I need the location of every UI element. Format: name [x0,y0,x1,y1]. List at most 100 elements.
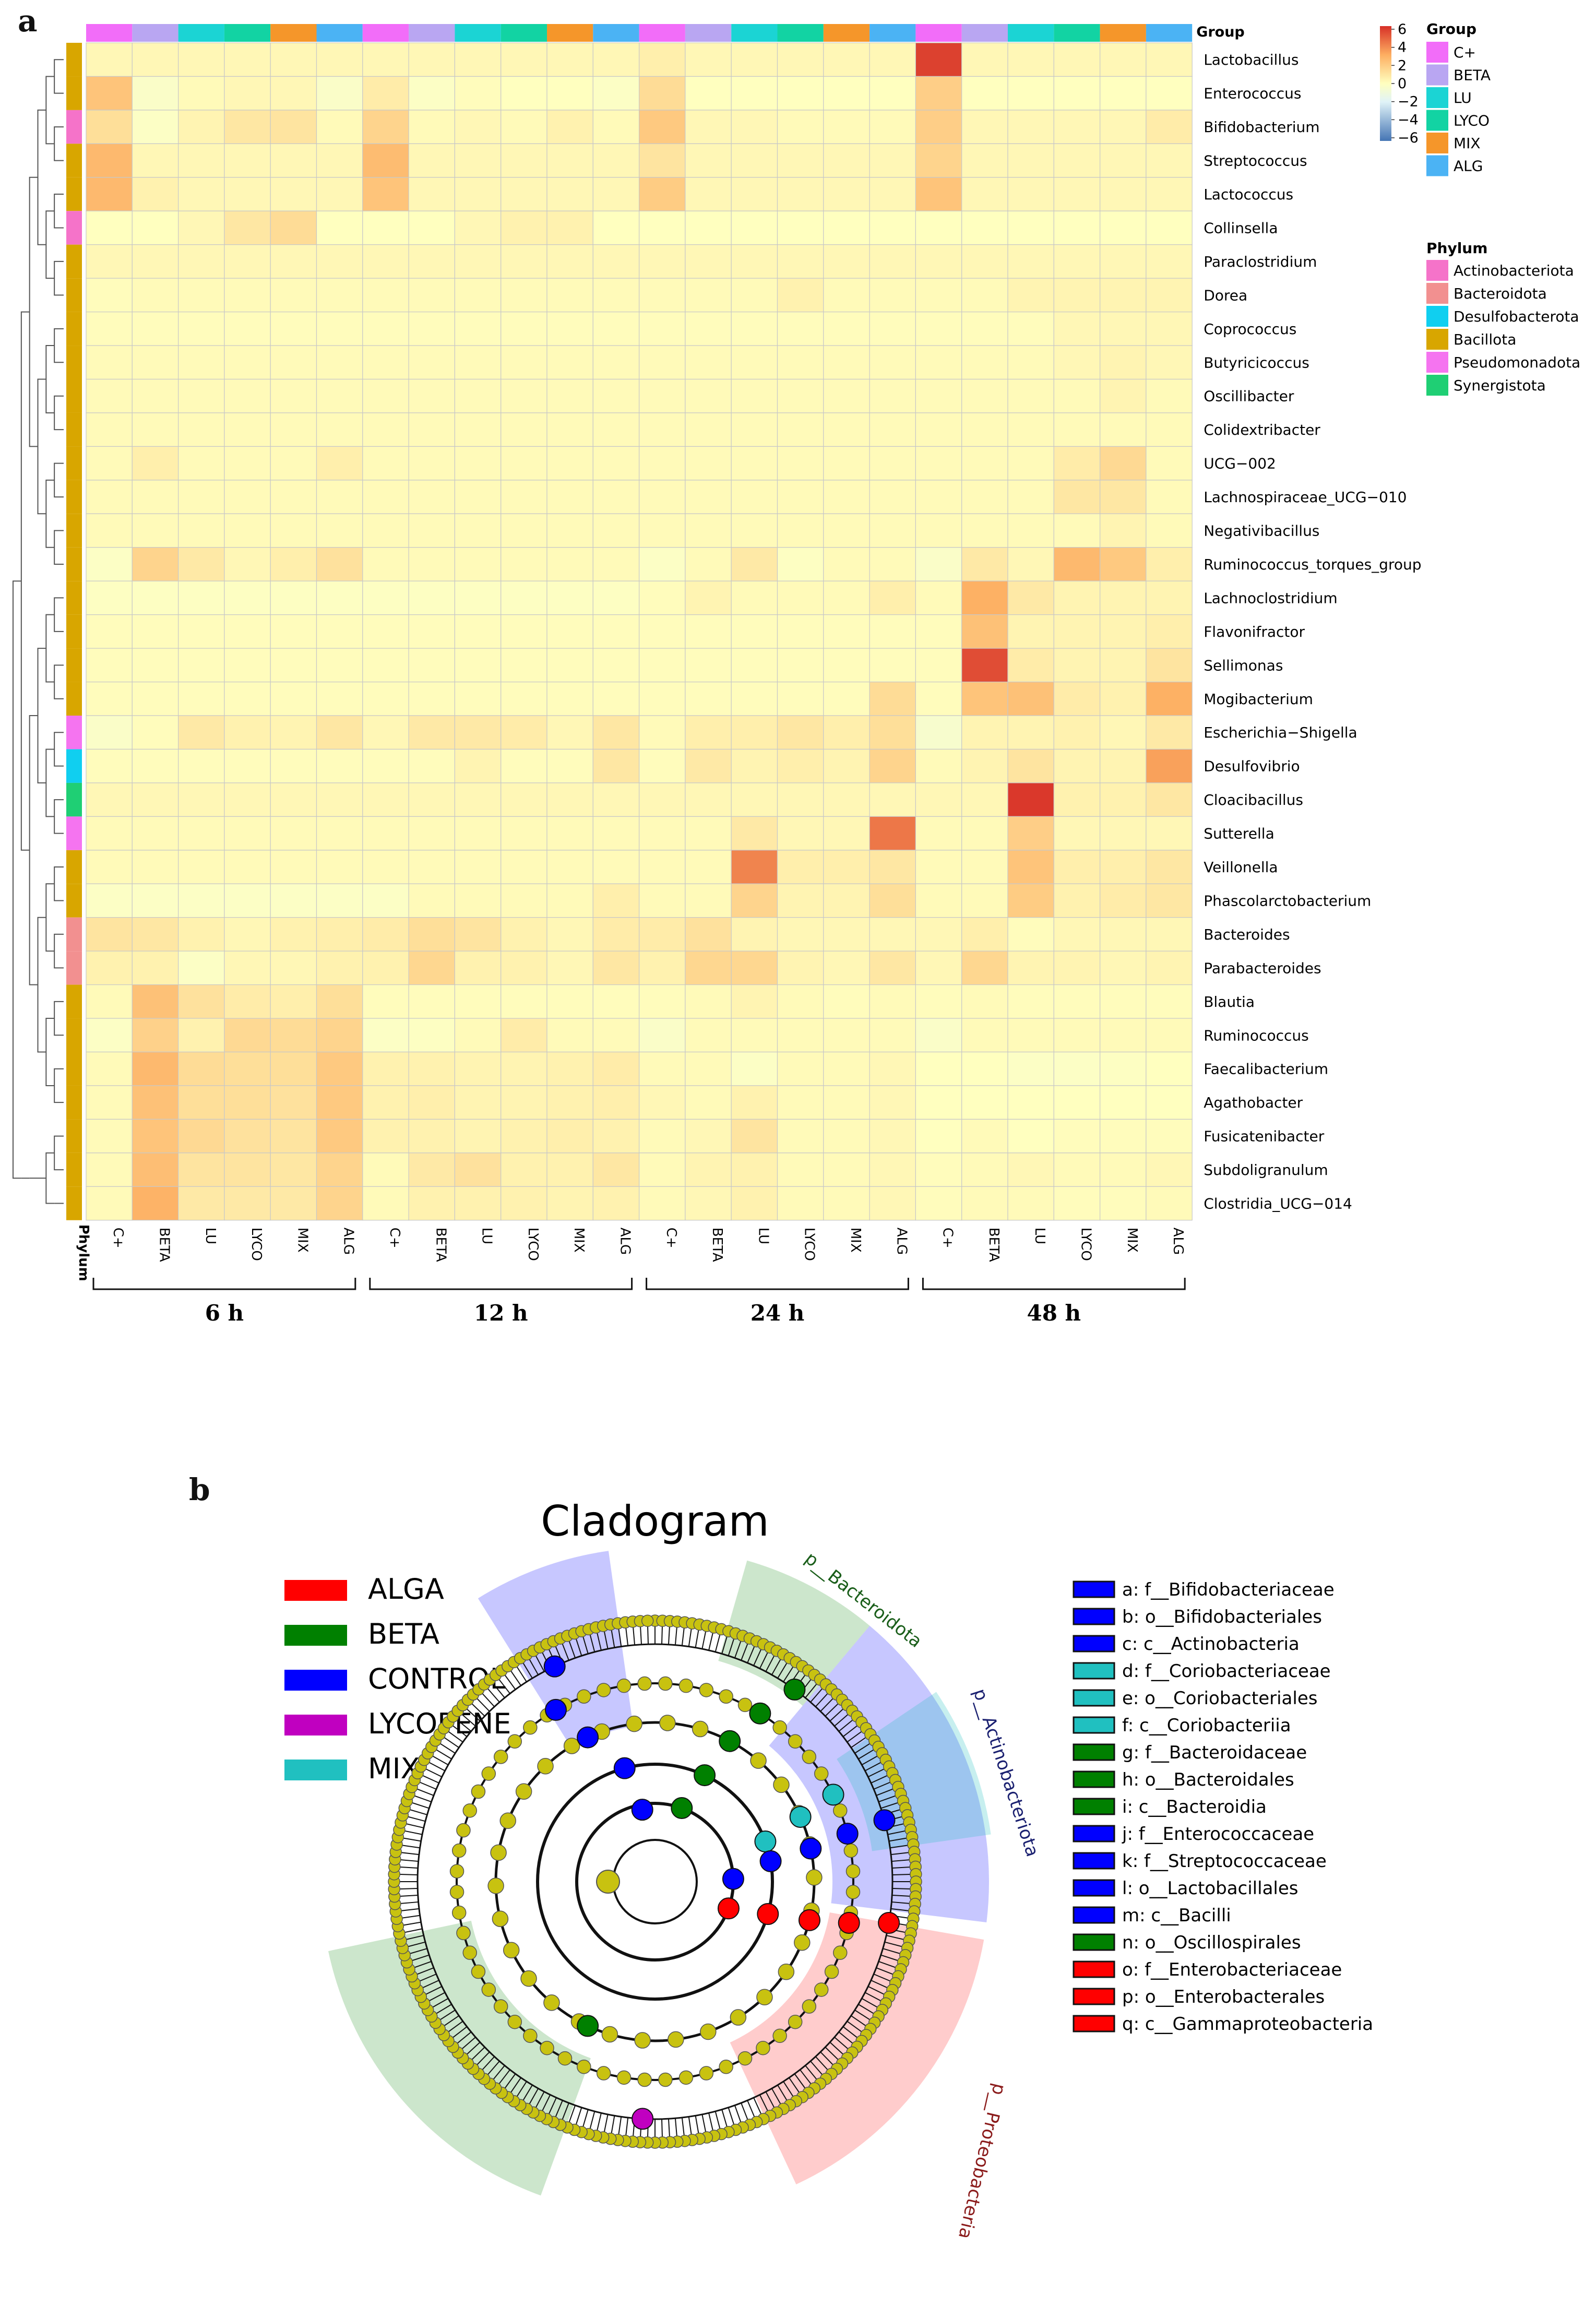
heatmap-cell [501,1119,547,1154]
heatmap-cell [961,648,1008,683]
heatmap-cell [178,244,225,279]
heatmap-cell [961,378,1008,413]
heatmap-cell [592,345,640,380]
phylum-legend-label: Actinobacteriota [1454,262,1574,279]
heatmap-cell [1100,1051,1147,1086]
heatmap-cell [316,715,363,750]
time-label: 48 h [1027,1300,1081,1326]
heatmap-cell [823,1119,870,1154]
heatmap-cell [1007,782,1054,817]
heatmap-cell [132,1186,179,1221]
heatmap-cell [501,378,547,413]
heatmap-cell [777,917,824,952]
heatmap-cell [592,143,640,178]
heatmap-cell [408,917,455,952]
heatmap-cell [592,816,640,851]
phylum-bar-cell [66,1119,82,1153]
heatmap-cell [501,1186,547,1221]
heatmap-cell [685,378,732,413]
heatmap-cell [823,244,870,279]
heatmap-cell [1053,1152,1101,1187]
color-scale-label: −2 [1398,94,1419,110]
heatmap-cell [1100,580,1147,615]
heatmap-cell [1007,1051,1054,1086]
row-label: Ruminococcus_torques_group [1204,556,1421,573]
heatmap-cell [961,345,1008,380]
heatmap-cell [1007,42,1054,77]
heatmap-cell [1007,648,1054,683]
time-bracket [369,1278,633,1290]
heatmap-cell [1100,177,1147,211]
heatmap-cell [501,850,547,884]
inner-node [449,1885,464,1899]
row-label: Blautia [1204,993,1255,1011]
dendrogram-branch [54,933,64,969]
heatmap-cell [1053,480,1101,514]
inner-node [843,1843,859,1858]
column-label: C+ [663,1228,679,1249]
biomarker-node [631,1799,653,1821]
heatmap-cell [178,513,225,548]
heatmap-cell [638,513,686,548]
heatmap-cell [915,648,962,683]
row-label: Subdoligranulum [1204,1161,1328,1179]
heatmap-cell [777,143,824,178]
heatmap-cell [270,513,317,548]
heatmap-cell [270,782,317,817]
phylum-bar-cell [66,1018,82,1052]
heatmap-cell [731,917,778,952]
inner-node [577,2060,591,2074]
group-bar-cell [1008,24,1054,42]
heatmap-cell [961,76,1008,111]
heatmap-cell [362,177,409,211]
biomarker-swatch [1073,1608,1115,1625]
heatmap-cell [316,244,363,279]
inner-node [481,1766,496,1781]
heatmap-cell [1146,614,1193,649]
heatmap-cell [1146,1186,1193,1221]
heatmap-cell [316,1051,363,1086]
heatmap-cell [869,480,916,514]
biomarker-node [757,1903,779,1925]
biomarker-node [759,1850,782,1872]
phylum-bar-cell [66,446,82,480]
heatmap-cell [316,1186,363,1221]
heatmap-cell [638,1186,686,1221]
biomarker-label: n: o__Oscillospirales [1122,1932,1301,1953]
heatmap-cell [823,42,870,77]
heatmap-cell [362,480,409,514]
inner-node [772,1720,787,1735]
heatmap-cell [132,883,179,918]
group-bar-cell [777,24,824,42]
heatmap-cell [408,278,455,313]
inner-node [456,1823,471,1838]
heatmap-cell [270,210,317,245]
heatmap-cell [823,1186,870,1221]
row-label: Phascolarctobacterium [1204,892,1371,909]
group-legend-title: Group [1426,20,1476,38]
time-bracket [922,1278,1186,1290]
heatmap-cell [869,42,916,77]
row-label: Dorea [1204,287,1247,304]
inner-node [814,1982,829,1997]
heatmap-cell [454,1186,502,1221]
heatmap-cell [270,110,317,144]
clade-group-swatch [284,1760,347,1780]
heatmap-cell [224,850,271,884]
heatmap-cell [1053,681,1101,716]
heatmap-cell [1100,42,1147,77]
heatmap-cell [961,580,1008,615]
heatmap-cell [638,681,686,716]
heatmap-cell [915,345,962,380]
heatmap-cell [1146,446,1193,481]
biomarker-label: q: c__Gammaproteobacteria [1122,2014,1373,2035]
heatmap-cell [224,513,271,548]
heatmap-cell [454,412,502,447]
heatmap-cell [869,76,916,111]
dendrogram-branch [54,395,64,431]
heatmap-cell [915,748,962,783]
heatmap-cell [86,950,133,985]
heatmap-cell [915,547,962,581]
heatmap-cell [178,210,225,245]
dendrogram-branch [54,530,64,565]
